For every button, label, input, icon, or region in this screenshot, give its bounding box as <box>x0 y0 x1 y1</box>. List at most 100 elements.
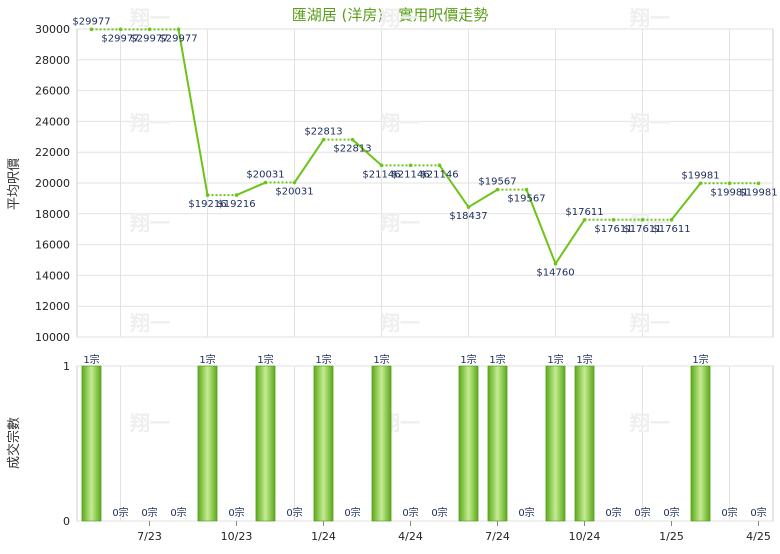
chart-title: 匯湖居 (洋房) - 實用呎價走勢 <box>292 6 488 24</box>
count-bar-label: 1宗 <box>460 353 476 366</box>
price-data-label: $19216 <box>217 199 255 210</box>
price-tick-label: 12000 <box>35 300 70 313</box>
price-tick-label: 28000 <box>35 54 70 67</box>
count-bar-label: 0宗 <box>344 506 360 519</box>
price-tick-label: 22000 <box>35 146 70 159</box>
watermark-text: 翔一 <box>129 411 170 435</box>
price-point <box>756 181 761 186</box>
count-bar <box>371 365 392 522</box>
price-data-label: $22813 <box>333 144 371 155</box>
price-data-label: $21146 <box>391 169 429 180</box>
price-tick-label: 24000 <box>35 115 70 128</box>
watermark-text: 翔一 <box>629 411 670 435</box>
watermark-text: 翔一 <box>379 6 420 30</box>
price-data-label: $17611 <box>565 207 603 218</box>
count-bar-label: 1宗 <box>692 353 708 366</box>
price-tick-label: 18000 <box>35 208 70 221</box>
x-tick-label: 4/24 <box>398 530 423 543</box>
price-point <box>408 163 413 168</box>
count-bar-label: 1宗 <box>199 353 215 366</box>
price-point <box>379 163 384 168</box>
price-point <box>263 180 268 185</box>
count-bar-label: 0宗 <box>518 506 534 519</box>
price-point <box>89 27 94 32</box>
price-data-label: $20031 <box>246 170 284 181</box>
x-tick-label: 7/24 <box>485 530 510 543</box>
price-data-label: $19567 <box>478 177 516 188</box>
price-line-segment <box>525 189 557 265</box>
price-data-label: $21146 <box>362 169 400 180</box>
price-point <box>234 193 239 197</box>
price-data-label: $19567 <box>507 194 545 205</box>
price-data-label: $18437 <box>449 211 487 222</box>
watermark-text: 翔一 <box>129 111 170 135</box>
x-tick-label: 1/24 <box>311 530 336 543</box>
price-data-label: $22813 <box>304 127 342 138</box>
price-data-label: $19981 <box>681 170 719 181</box>
price-line-segment <box>177 29 209 196</box>
count-bar <box>255 365 276 522</box>
count-bar-label: 0宗 <box>634 506 650 519</box>
count-bar <box>545 365 566 522</box>
watermark-text: 翔一 <box>629 211 670 235</box>
price-data-label: $19216 <box>188 199 226 210</box>
x-tick-label: 7/23 <box>137 530 162 543</box>
price-line-segment <box>670 182 702 221</box>
price-point <box>727 181 732 186</box>
count-bar-label: 0宗 <box>605 506 621 519</box>
count-bar <box>487 365 508 522</box>
price-point <box>205 193 210 197</box>
count-bar-label: 1宗 <box>315 353 331 366</box>
price-data-label: $17611 <box>652 224 690 235</box>
count-bar-label: 0宗 <box>750 506 766 519</box>
price-tick-label: 30000 <box>35 23 70 36</box>
price-point <box>553 261 558 266</box>
price-data-label: $17611 <box>594 224 632 235</box>
price-data-label: $21146 <box>420 169 458 180</box>
watermark-text: 翔一 <box>379 211 420 235</box>
count-bar-label: 1宗 <box>489 353 505 366</box>
price-point <box>350 137 355 142</box>
price-data-label: $19981 <box>710 187 748 198</box>
count-bar-label: 0宗 <box>170 506 186 519</box>
x-tick-label: 10/23 <box>221 530 253 543</box>
price-line-segment <box>351 138 383 167</box>
count-bar-label: 0宗 <box>141 506 157 519</box>
price-tick-label: 14000 <box>35 269 70 282</box>
watermark-text: 翔一 <box>129 6 170 30</box>
price-line-segment <box>467 188 499 208</box>
watermark-text: 翔一 <box>129 311 170 335</box>
price-point <box>524 187 529 192</box>
price-line-segment <box>293 139 325 184</box>
watermark-text: 翔一 <box>129 211 170 235</box>
price-data-label: $17611 <box>623 224 661 235</box>
price-line-segment <box>236 181 266 196</box>
price-tick-label: 16000 <box>35 239 70 252</box>
watermark-text: 翔一 <box>379 311 420 335</box>
count-bar-label: 0宗 <box>721 506 737 519</box>
watermark-text: 翔一 <box>629 311 670 335</box>
price-point <box>640 217 645 222</box>
price-tick-label: 20000 <box>35 177 70 190</box>
x-tick-label: 1/25 <box>659 530 684 543</box>
price-data-label: $20031 <box>275 187 313 198</box>
count-bar <box>197 365 218 522</box>
price-tick-label: 26000 <box>35 85 70 98</box>
price-line-segment <box>438 164 470 208</box>
count-bar-label: 1宗 <box>257 353 273 366</box>
count-bar <box>458 365 479 522</box>
count-bar-label: 0宗 <box>431 506 447 519</box>
count-bar-label: 1宗 <box>83 353 99 366</box>
price-axis-label: 平均呎價 <box>7 158 22 210</box>
price-point <box>321 137 326 142</box>
count-bar-label: 1宗 <box>576 353 592 366</box>
price-point <box>118 27 123 32</box>
price-point <box>147 27 152 32</box>
price-point <box>582 217 587 222</box>
price-point <box>292 180 297 185</box>
price-point <box>437 163 442 168</box>
price-data-label: $29977 <box>101 33 139 44</box>
count-tick-label: 1 <box>63 360 70 373</box>
